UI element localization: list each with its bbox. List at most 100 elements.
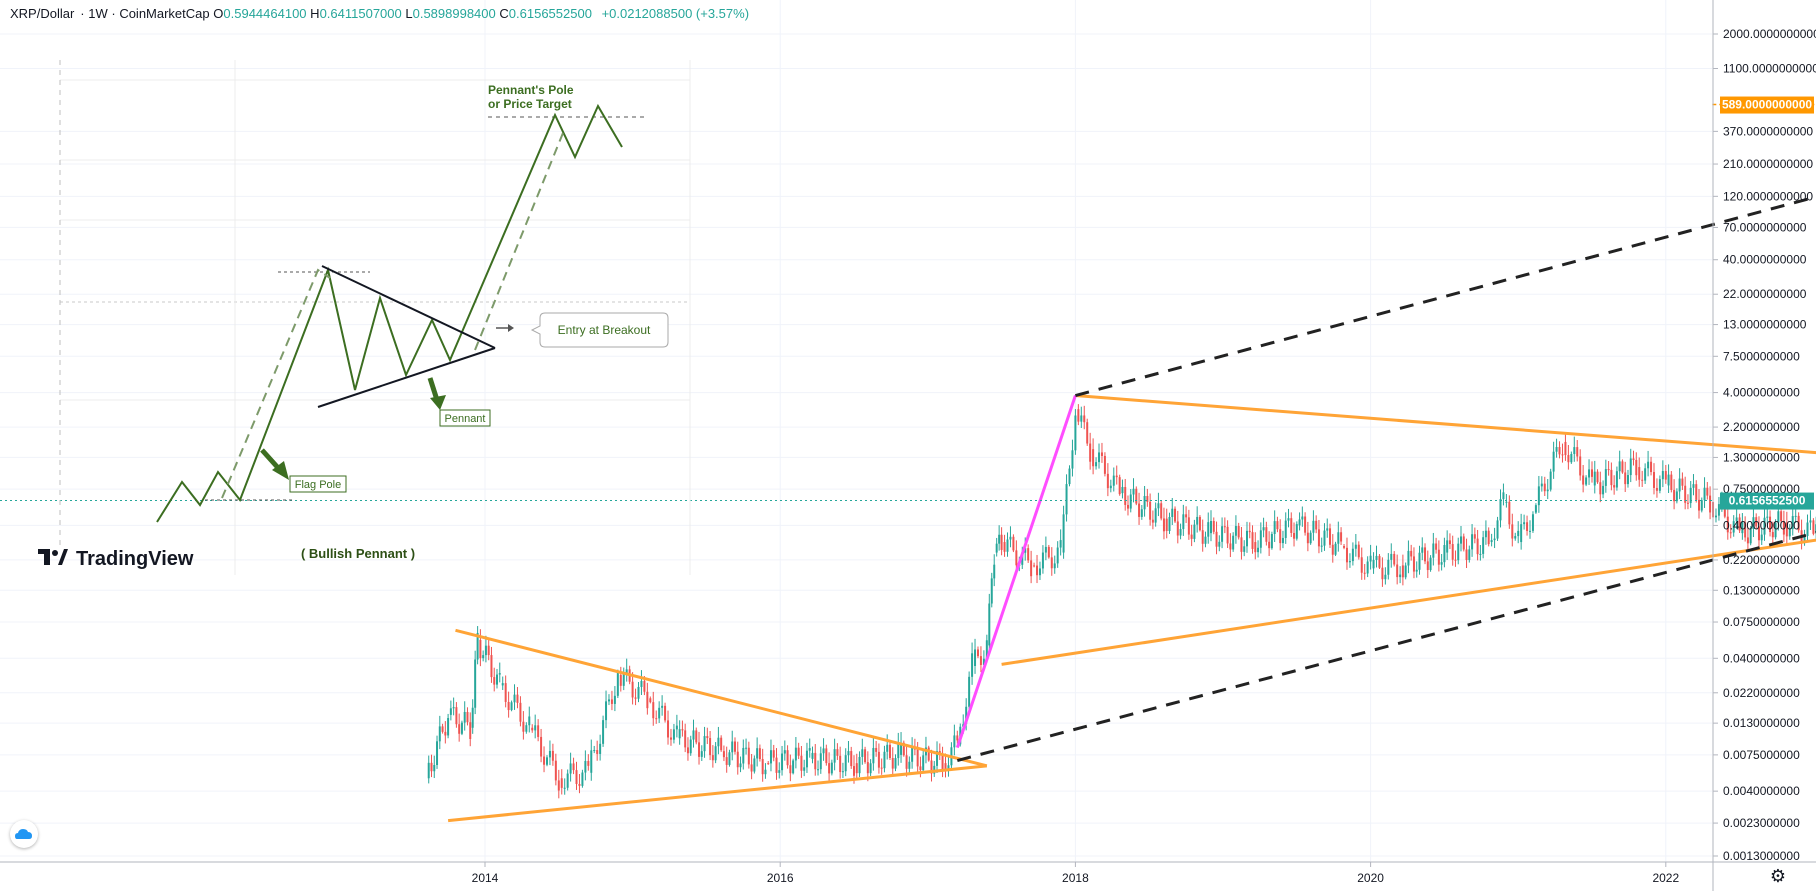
price-candle <box>692 730 695 740</box>
price-candle <box>1714 515 1717 518</box>
price-candle <box>1348 561 1351 563</box>
price-candle <box>1287 518 1290 521</box>
time-axis[interactable]: 201420162018202020222024202620282030 <box>0 861 1816 885</box>
price-candle <box>1068 468 1071 485</box>
price-candle <box>803 767 806 771</box>
price-candle <box>1027 548 1030 561</box>
settings-gear-icon[interactable]: ⚙ <box>1769 866 1786 887</box>
price-candle <box>936 751 939 766</box>
price-candle <box>756 748 759 759</box>
price-candle <box>1635 459 1638 476</box>
price-candle <box>897 743 900 759</box>
price-candle <box>479 639 482 659</box>
price-candle <box>460 722 463 734</box>
price-candle <box>449 708 452 715</box>
price-candle <box>1555 447 1558 452</box>
price-candle <box>1757 526 1760 541</box>
price-candle <box>1479 553 1482 555</box>
price-candle <box>1077 409 1080 422</box>
price-candle <box>841 771 844 773</box>
y-tick-label: 0.4000000000 <box>1723 518 1800 532</box>
price-candle <box>1755 517 1758 527</box>
price-candle <box>1418 552 1421 570</box>
price-candle <box>1103 455 1106 474</box>
price-candle <box>661 705 664 708</box>
y-tick-label: 1.3000000000 <box>1723 450 1800 464</box>
price-candle <box>1174 508 1177 522</box>
price-candle <box>1331 544 1334 555</box>
price-candle <box>968 676 971 707</box>
price-candle <box>1198 516 1201 531</box>
price-candle <box>1276 521 1279 530</box>
price-candle <box>1375 555 1378 560</box>
price-candle <box>1065 484 1068 515</box>
price-candle <box>482 655 485 659</box>
price-candle <box>1812 520 1815 534</box>
price-candle <box>1106 473 1109 489</box>
price-candle <box>1780 511 1783 522</box>
price-candle <box>1788 529 1791 537</box>
price-candle <box>1797 515 1800 531</box>
price-candle <box>1774 522 1777 538</box>
price-candle <box>1056 547 1059 564</box>
interval[interactable]: 1W <box>88 6 108 21</box>
price-candle <box>778 770 781 773</box>
y-tick-label: 0.0220000000 <box>1723 686 1800 700</box>
price-candle <box>1268 541 1271 549</box>
price-candle <box>590 750 593 773</box>
tradingview-wordmark: TradingView <box>76 548 194 570</box>
price-candle <box>1726 516 1729 533</box>
price-candle <box>1502 492 1505 500</box>
price-candle <box>1095 462 1098 467</box>
price-candle <box>1237 526 1240 538</box>
price-candle <box>625 669 628 674</box>
price-candle <box>667 720 670 738</box>
price-candle <box>1151 519 1154 523</box>
price-candle <box>1038 568 1041 576</box>
pennant-2014-upper-line <box>455 628 988 768</box>
price-candle <box>1785 522 1788 537</box>
pennant-label: Pennant <box>445 413 486 425</box>
symbol-name[interactable]: XRP/Dollar <box>10 6 75 21</box>
cloud-icon[interactable] <box>10 820 38 848</box>
price-candle <box>602 720 605 744</box>
price-candle <box>1698 499 1701 511</box>
price-candle <box>658 707 661 719</box>
price-candle <box>1618 461 1621 472</box>
price-candle <box>610 699 613 704</box>
price-candle <box>974 649 977 666</box>
price-candle <box>1160 503 1163 519</box>
price-candle <box>1744 522 1747 538</box>
price-axis[interactable]: 2000.0000000000 1100.0000000000 370.000000… <box>1712 0 1816 891</box>
price-candle <box>709 738 712 756</box>
price-candle <box>866 762 869 774</box>
price-candle <box>1684 485 1687 503</box>
price-candle <box>1126 504 1129 509</box>
price-candle <box>1404 565 1407 578</box>
price-candle <box>575 770 578 784</box>
price-candle <box>528 716 531 726</box>
price-candle <box>563 787 566 789</box>
price-candle <box>725 757 728 765</box>
price-candle <box>634 697 637 699</box>
price-candle <box>1226 526 1229 544</box>
price-candle <box>1360 557 1363 573</box>
price-candle <box>675 725 678 730</box>
price-candle <box>1579 456 1582 476</box>
price-candle <box>1531 514 1534 531</box>
pennant-2018-upper-line <box>1075 394 1816 455</box>
price-candle <box>1399 574 1402 578</box>
pennant-2018-lower-line <box>1001 538 1816 666</box>
price-candle <box>775 757 778 773</box>
price-candle <box>678 729 681 739</box>
price-candle <box>805 750 808 768</box>
pennant-2014-lower-line <box>447 764 987 823</box>
price-candle <box>1655 487 1658 491</box>
price-candle <box>466 711 469 723</box>
price-candle <box>646 691 649 709</box>
price-candle <box>1763 517 1766 535</box>
price-candle <box>613 695 616 704</box>
price-candle <box>1378 555 1381 568</box>
price-candle <box>886 744 889 752</box>
